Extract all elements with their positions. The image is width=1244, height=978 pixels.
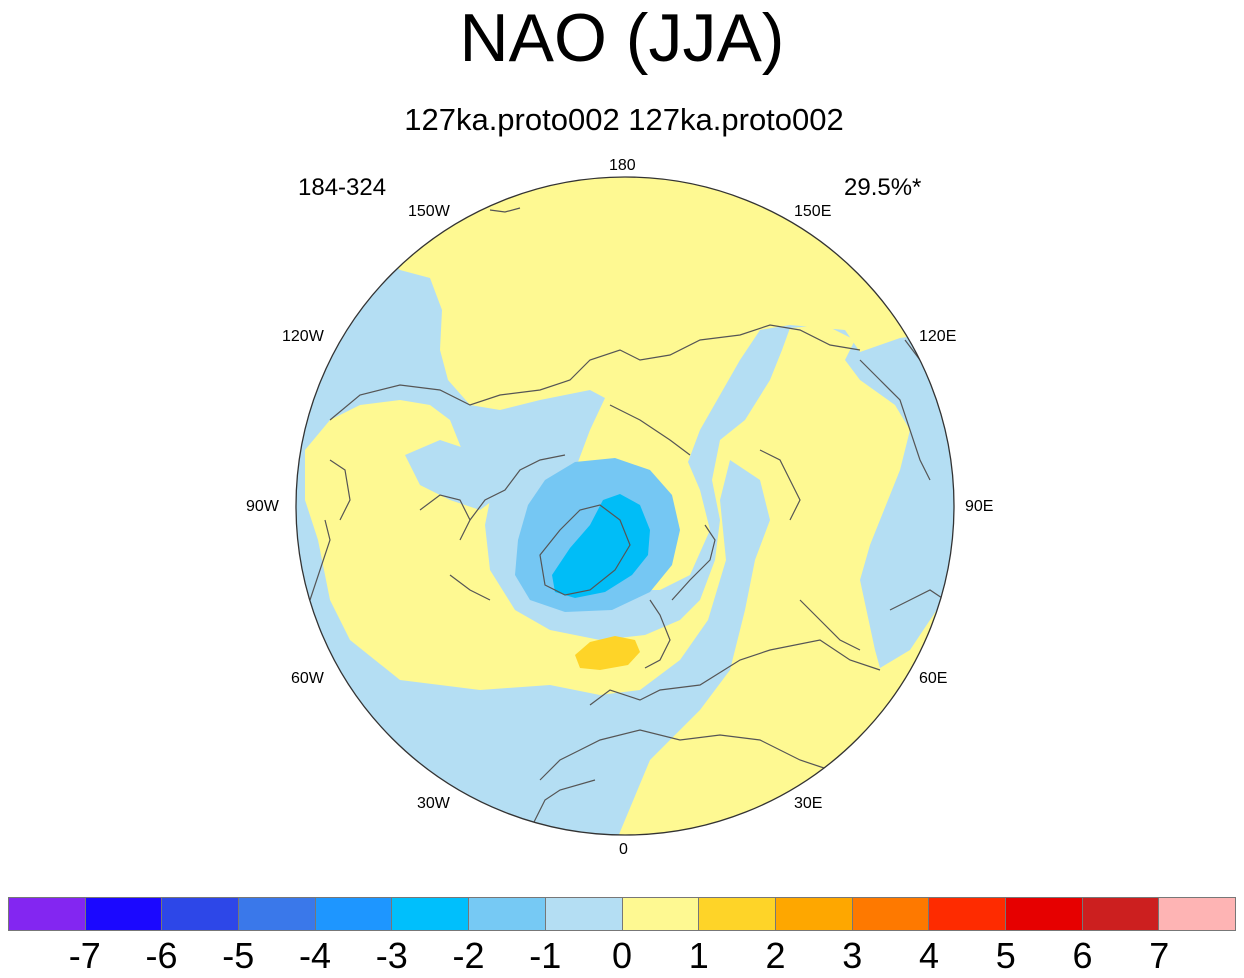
- colorbar-segment: [622, 898, 700, 930]
- plot-title: NAO (JJA): [459, 0, 785, 76]
- colorbar-tick-label: -6: [145, 935, 178, 976]
- colorbar-tick-label: -7: [68, 935, 101, 976]
- colorbar-segment: [392, 898, 470, 930]
- colorbar-segment: [775, 898, 853, 930]
- region-neg1-westpatch: [405, 440, 500, 510]
- year-range-label: 184-324: [298, 174, 387, 201]
- colorbar-segment: [1159, 898, 1235, 930]
- colorbar-segment: [1005, 898, 1083, 930]
- colorbar-segment: [545, 898, 623, 930]
- colorbar-tick-label: 0: [611, 935, 633, 976]
- region-pos1: [575, 636, 640, 670]
- colorbar-tick-label: 3: [842, 935, 863, 976]
- colorbar-tick-label: 6: [1072, 935, 1093, 976]
- colorbar-segment: [315, 898, 393, 930]
- colorbar-tick-label: -2: [452, 935, 485, 976]
- lon-label-150e: 150E: [794, 203, 832, 220]
- lon-label-30e: 30E: [794, 795, 823, 812]
- polar-map: [295, 176, 955, 836]
- map-boundary: [295, 176, 955, 836]
- colorbar-segment: [929, 898, 1006, 930]
- colorbar-segment: [852, 898, 930, 930]
- lon-label-60w: 60W: [291, 670, 324, 687]
- lon-label-90w: 90W: [246, 498, 279, 515]
- colorbar: [8, 897, 1236, 931]
- colorbar-segment: [85, 898, 163, 930]
- colorbar-segment: [162, 898, 240, 930]
- region-pos0-north: [296, 177, 954, 590]
- lon-label-90e: 90E: [965, 498, 994, 515]
- colorbar-tick-label: -5: [222, 935, 255, 976]
- colorbar-segment: [239, 898, 316, 930]
- lon-label-120e: 120E: [919, 328, 957, 345]
- variance-explained-label: 29.5%*: [844, 174, 922, 201]
- lon-label-180: 180: [609, 157, 636, 174]
- colorbar-tick-label: -3: [375, 935, 408, 976]
- colorbar-tick-label: 5: [995, 935, 1016, 976]
- colorbar-tick-label: -4: [298, 935, 332, 976]
- colorbar-segment: [1082, 898, 1160, 930]
- lon-label-120w: 120W: [282, 328, 324, 345]
- colorbar-tick-label: 2: [765, 935, 786, 976]
- colorbar-segment: [469, 898, 546, 930]
- lon-label-60e: 60E: [919, 670, 948, 687]
- lon-label-150w: 150W: [408, 203, 450, 220]
- plot-subtitle: 127ka.proto002 127ka.proto002: [404, 102, 844, 137]
- lon-label-30w: 30W: [417, 795, 450, 812]
- lon-label-0: 0: [619, 841, 628, 858]
- colorbar-tick-label: -1: [529, 935, 562, 976]
- colorbar-tick-label: 1: [688, 935, 709, 976]
- region-neg3: [552, 494, 650, 598]
- colorbar-segment: [9, 898, 86, 930]
- colorbar-tick-label: 7: [1149, 935, 1170, 976]
- colorbar-segment: [699, 898, 776, 930]
- colorbar-tick-label: 4: [918, 935, 940, 976]
